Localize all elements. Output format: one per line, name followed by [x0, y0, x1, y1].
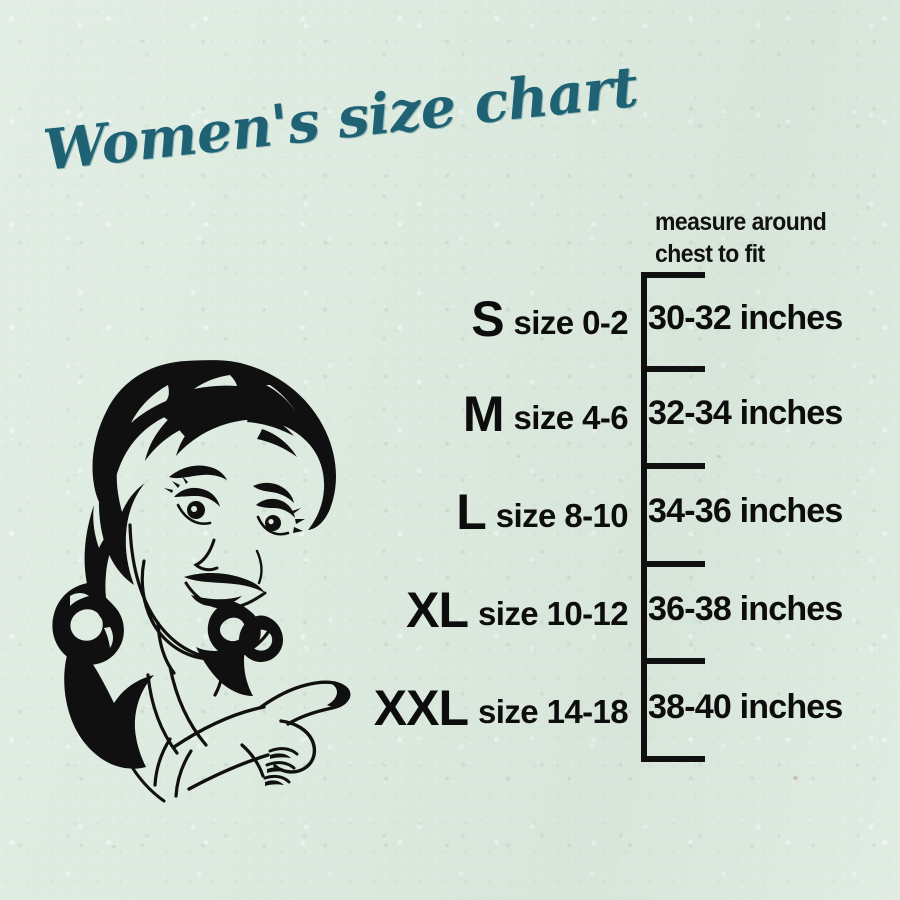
- page-title: Women's size chart: [40, 53, 641, 184]
- ruler-tick: [641, 272, 705, 278]
- bracket-ruler: [641, 272, 711, 762]
- size-letter: S: [471, 290, 504, 347]
- size-letter: M: [462, 385, 505, 442]
- chest-measurement: 38-40 inches: [648, 688, 843, 726]
- size-numeric: size 8-10: [495, 496, 629, 534]
- chest-measurement: 30-32 inches: [648, 299, 843, 337]
- size-numeric: size 0-2: [513, 303, 629, 341]
- size-numeric: size 10-12: [478, 594, 629, 632]
- ruler-tick: [641, 366, 705, 372]
- size-letter: XL: [406, 581, 469, 638]
- measure-note: measure around chest to fit: [655, 206, 867, 270]
- size-numeric: size 14-18: [478, 692, 629, 730]
- size-letter: L: [456, 483, 487, 540]
- chest-measurement: 32-34 inches: [648, 394, 843, 432]
- ruler-tick: [641, 756, 705, 762]
- chest-measurement: 34-36 inches: [648, 492, 843, 530]
- ruler-tick: [641, 658, 705, 664]
- woman-artwork: [52, 360, 351, 803]
- chest-measurement: 36-38 inches: [648, 590, 843, 628]
- ruler-tick: [641, 463, 705, 469]
- ruler-tick: [641, 561, 705, 567]
- measure-note-line-1: measure around: [655, 208, 827, 236]
- size-numeric: size 4-6: [513, 398, 629, 436]
- size-cell: XL size 10-12: [300, 581, 636, 639]
- measure-note-line-2: chest to fit: [655, 240, 765, 268]
- paper-speck: [112, 845, 116, 848]
- size-cell: XXL size 14-18: [300, 679, 636, 737]
- table-row: XL size 10-12 36-38 inches: [300, 561, 880, 658]
- table-row: XXL size 14-18 38-40 inches: [300, 659, 880, 756]
- size-letter: XXL: [373, 679, 469, 736]
- ruler-spine: [641, 272, 647, 762]
- paper-speck: [793, 776, 798, 780]
- retro-woman-pointing-illustration: [18, 355, 368, 805]
